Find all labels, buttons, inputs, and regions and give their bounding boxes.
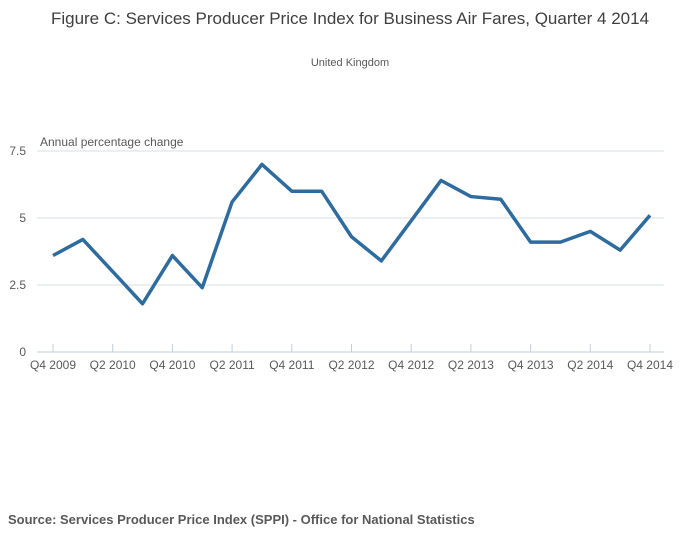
x-tick-label: Q2 2010 — [90, 358, 136, 372]
x-tick-label: Q4 2012 — [388, 358, 434, 372]
x-tick-label: Q4 2010 — [149, 358, 195, 372]
y-tick-label: 2.5 — [9, 278, 26, 292]
chart-title: Figure C: Services Producer Price Index … — [50, 9, 650, 28]
line-chart-canvas: 0 2.5 5 7.5 Annual percentage change Q4 2009 Q… — [9, 135, 673, 372]
y-tick-label: 7.5 — [9, 144, 26, 158]
x-tick-label: Q4 2011 — [269, 358, 314, 372]
x-tick-label: Q2 2011 — [210, 358, 255, 372]
y-axis-title: Annual percentage change — [40, 135, 184, 149]
source-attribution: Source: Services Producer Price Index (S… — [8, 512, 475, 527]
line-chart: 0 2.5 5 7.5 Annual percentage change Q4 2009 Q… — [0, 130, 700, 390]
x-tick-label: Q4 2009 — [30, 358, 76, 372]
data-series-line — [52, 162, 652, 306]
x-tick-label: Q2 2012 — [328, 358, 374, 372]
x-tick-label: Q4 2013 — [508, 358, 554, 372]
y-tick-label: 0 — [19, 345, 26, 359]
x-tick-label: Q2 2014 — [567, 358, 613, 372]
y-tick-label: 5 — [19, 211, 26, 225]
x-tick-label: Q2 2013 — [448, 358, 494, 372]
chart-subtitle: United Kingdom — [310, 57, 390, 69]
x-tick-label: Q4 2014 — [627, 358, 673, 372]
